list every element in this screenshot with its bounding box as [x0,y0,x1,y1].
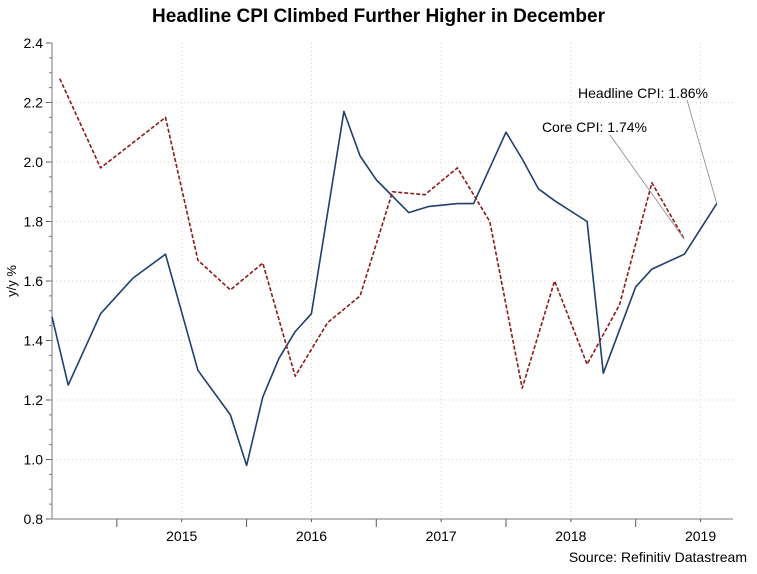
core-cpi-annotation: Core CPI: 1.74% [542,119,647,135]
y-axis-title: y/y % [4,265,19,297]
y-tick-label: 1.2 [24,392,44,408]
y-tick-label: 2.4 [24,35,44,51]
x-tick-label: 2016 [296,528,327,544]
headline-cpi-line [51,110,718,467]
axes: 0.8 1.0 1.2 1.4 1.6 1.8 2.0 2.2 2.4 2015 2016 2017 2… [4,35,733,544]
chart-title: Headline CPI Climbed Further Higher in D… [152,6,605,27]
series-lines [51,78,718,467]
x-tick-label: 2018 [555,528,586,544]
source-note: Source: Refinitiv Datastream [568,549,747,565]
core-cpi-leader-line [609,134,685,240]
y-tick-label: 2.2 [24,95,44,111]
y-tick-label: 0.8 [24,511,44,527]
x-tick-label: 2015 [166,528,197,544]
headline-cpi-leader-line [686,99,718,204]
core-cpi-line [59,78,686,389]
headline-cpi-annotation: Headline CPI: 1.86% [578,85,708,101]
grid-lines [52,43,733,519]
y-tick-label: 1.8 [24,214,44,230]
annotations: Headline CPI: 1.86% Core CPI: 1.74% [542,85,718,240]
y-tick-label: 2.0 [24,154,44,170]
x-tick-label: 2019 [685,528,716,544]
y-tick-label: 1.0 [24,452,44,468]
y-tick-label: 1.6 [24,273,44,289]
x-tick-label: 2017 [426,528,457,544]
y-tick-label: 1.4 [24,333,44,349]
